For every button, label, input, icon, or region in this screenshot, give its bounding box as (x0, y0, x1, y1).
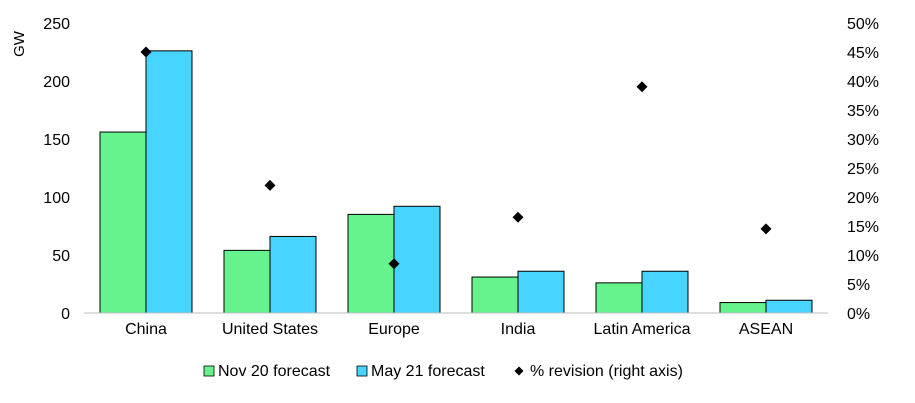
category-label: Europe (368, 321, 420, 338)
bar-nov20 (99, 131, 147, 314)
category-label: United States (222, 321, 318, 338)
right-tick-label: 45% (847, 45, 879, 62)
right-tick-label: 10% (847, 248, 879, 265)
left-axis-ticks: 0 50 100 150 200 250 (43, 16, 70, 323)
bar-may21 (269, 235, 317, 314)
bar-may21 (517, 270, 565, 314)
revision-marker (760, 223, 772, 235)
revision-marker (140, 46, 152, 58)
bar-nov20 (595, 282, 643, 314)
revision-marker (264, 179, 276, 191)
bar-nov20 (719, 302, 767, 314)
right-tick-label: 0% (847, 306, 870, 323)
bar-may21 (641, 270, 689, 314)
category-label: India (501, 321, 536, 338)
bar-nov20 (471, 276, 519, 314)
right-tick-label: 20% (847, 190, 879, 207)
bar-may21 (393, 205, 441, 314)
right-tick-label: 50% (847, 16, 879, 33)
right-tick-label: 40% (847, 74, 879, 91)
left-tick-label: 150 (43, 132, 70, 149)
legend-swatch-revision (514, 366, 524, 376)
bar-may21 (145, 50, 193, 314)
y-axis-label: GW (11, 30, 28, 57)
right-tick-label: 15% (847, 219, 879, 236)
left-tick-label: 50 (52, 248, 70, 265)
left-tick-label: 250 (43, 16, 70, 33)
right-tick-label: 30% (847, 132, 879, 149)
right-axis-ticks: 0% 5% 10% 15% 20% 25% 30% 35% 40% 45% 50% (847, 16, 879, 323)
category-label: China (125, 321, 167, 338)
bar-may21 (765, 299, 813, 314)
right-tick-label: 35% (847, 103, 879, 120)
left-tick-label: 200 (43, 74, 70, 91)
legend-swatch-may21 (356, 365, 368, 377)
revision-marker (636, 81, 648, 93)
bar-nov20 (223, 249, 271, 314)
revision-marker (512, 211, 524, 223)
left-tick-label: 100 (43, 190, 70, 207)
category-label: ASEAN (739, 321, 793, 338)
category-labels: China United States Europe India Latin Ameri… (125, 321, 793, 338)
legend: Nov 20 forecast May 21 forecast % revisi… (203, 363, 683, 380)
legend-label-may21: May 21 forecast (371, 363, 485, 380)
legend-swatch-nov20 (203, 365, 215, 377)
right-tick-label: 5% (847, 277, 870, 294)
bars (99, 50, 813, 314)
revision-marker (388, 258, 400, 270)
category-label: Latin America (594, 321, 691, 338)
legend-label-nov20: Nov 20 forecast (218, 363, 331, 380)
right-tick-label: 25% (847, 161, 879, 178)
bar-nov20 (347, 213, 395, 314)
legend-label-revision: % revision (right axis) (530, 363, 683, 380)
revision-markers (140, 46, 772, 270)
left-tick-label: 0 (61, 306, 70, 323)
